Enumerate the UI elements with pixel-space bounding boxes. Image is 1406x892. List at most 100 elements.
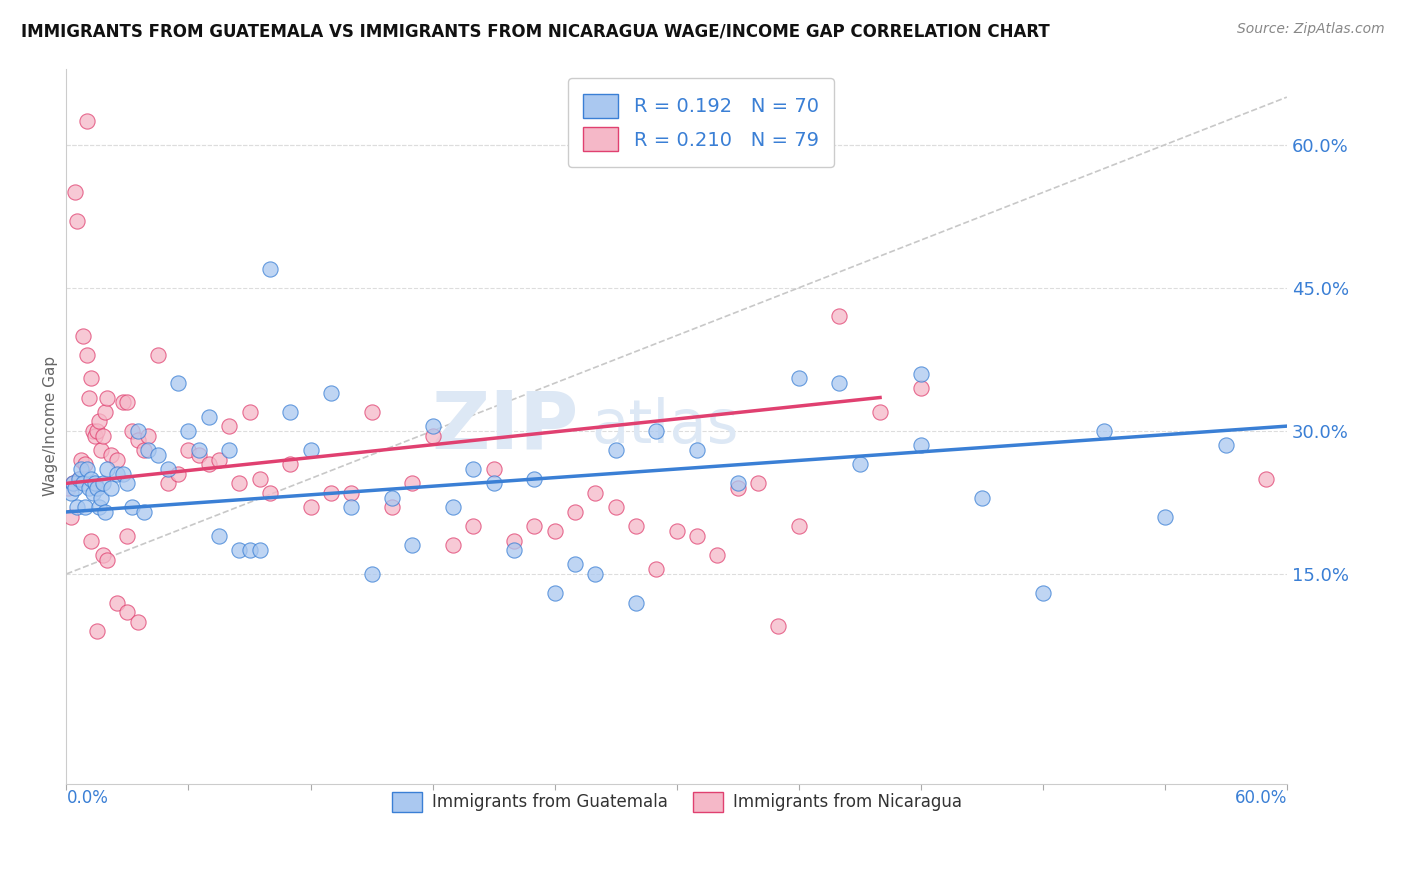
Point	[727, 481, 749, 495]
Point	[543, 524, 565, 538]
Point	[80, 533, 103, 548]
Point	[583, 566, 606, 581]
Point	[167, 376, 190, 391]
Point	[441, 538, 464, 552]
Point	[970, 491, 993, 505]
Point	[86, 624, 108, 639]
Point	[91, 548, 114, 562]
Point	[319, 486, 342, 500]
Point	[63, 186, 86, 200]
Point	[121, 500, 143, 515]
Point	[208, 452, 231, 467]
Point	[686, 529, 709, 543]
Point	[319, 385, 342, 400]
Point	[76, 462, 98, 476]
Point	[360, 566, 382, 581]
Point	[96, 462, 118, 476]
Point	[238, 405, 260, 419]
Point	[299, 442, 322, 457]
Point	[401, 476, 423, 491]
Point	[59, 486, 82, 500]
Point	[69, 462, 91, 476]
Point	[105, 467, 128, 481]
Point	[76, 114, 98, 128]
Y-axis label: Wage/Income Gap: Wage/Income Gap	[44, 356, 58, 496]
Point	[117, 476, 139, 491]
Point	[828, 310, 851, 324]
Point	[503, 533, 526, 548]
Point	[80, 472, 103, 486]
Point	[238, 543, 260, 558]
Point	[198, 409, 221, 424]
Point	[67, 472, 90, 486]
Point	[218, 419, 240, 434]
Point	[146, 448, 169, 462]
Point	[564, 505, 586, 519]
Point	[187, 442, 209, 457]
Point	[117, 395, 139, 409]
Point	[1032, 586, 1054, 600]
Point	[90, 442, 112, 457]
Point	[77, 481, 100, 495]
Point	[869, 405, 891, 419]
Point	[177, 424, 200, 438]
Point	[73, 457, 96, 471]
Point	[117, 605, 139, 619]
Point	[340, 486, 363, 500]
Point	[624, 596, 647, 610]
Point	[69, 452, 91, 467]
Point	[422, 428, 444, 442]
Point	[82, 424, 104, 438]
Point	[605, 500, 627, 515]
Point	[87, 500, 110, 515]
Point	[228, 476, 250, 491]
Point	[278, 405, 301, 419]
Point	[62, 476, 84, 491]
Legend: Immigrants from Guatemala, Immigrants from Nicaragua: Immigrants from Guatemala, Immigrants fr…	[378, 779, 974, 825]
Point	[59, 509, 82, 524]
Point	[910, 438, 932, 452]
Point	[1215, 438, 1237, 452]
Point	[583, 486, 606, 500]
Point	[422, 419, 444, 434]
Point	[482, 462, 505, 476]
Point	[94, 405, 117, 419]
Point	[360, 405, 382, 419]
Point	[67, 472, 90, 486]
Point	[62, 476, 84, 491]
Point	[1092, 424, 1115, 438]
Text: 0.0%: 0.0%	[66, 789, 108, 806]
Point	[259, 486, 281, 500]
Point	[100, 481, 122, 495]
Point	[82, 486, 104, 500]
Point	[228, 543, 250, 558]
Point	[787, 371, 810, 385]
Point	[86, 481, 108, 495]
Text: Source: ZipAtlas.com: Source: ZipAtlas.com	[1237, 22, 1385, 37]
Point	[381, 500, 404, 515]
Point	[136, 442, 159, 457]
Point	[543, 586, 565, 600]
Point	[249, 472, 271, 486]
Point	[848, 457, 870, 471]
Point	[58, 481, 80, 495]
Point	[157, 462, 180, 476]
Point	[198, 457, 221, 471]
Point	[84, 428, 107, 442]
Point	[80, 371, 103, 385]
Point	[463, 519, 485, 533]
Point	[340, 500, 363, 515]
Point	[747, 476, 769, 491]
Point	[503, 543, 526, 558]
Point	[72, 328, 94, 343]
Point	[157, 476, 180, 491]
Point	[105, 596, 128, 610]
Point	[401, 538, 423, 552]
Point	[112, 467, 135, 481]
Text: IMMIGRANTS FROM GUATEMALA VS IMMIGRANTS FROM NICARAGUA WAGE/INCOME GAP CORRELATI: IMMIGRANTS FROM GUATEMALA VS IMMIGRANTS …	[21, 22, 1050, 40]
Point	[127, 434, 149, 448]
Point	[218, 442, 240, 457]
Point	[96, 552, 118, 566]
Point	[482, 476, 505, 491]
Point	[828, 376, 851, 391]
